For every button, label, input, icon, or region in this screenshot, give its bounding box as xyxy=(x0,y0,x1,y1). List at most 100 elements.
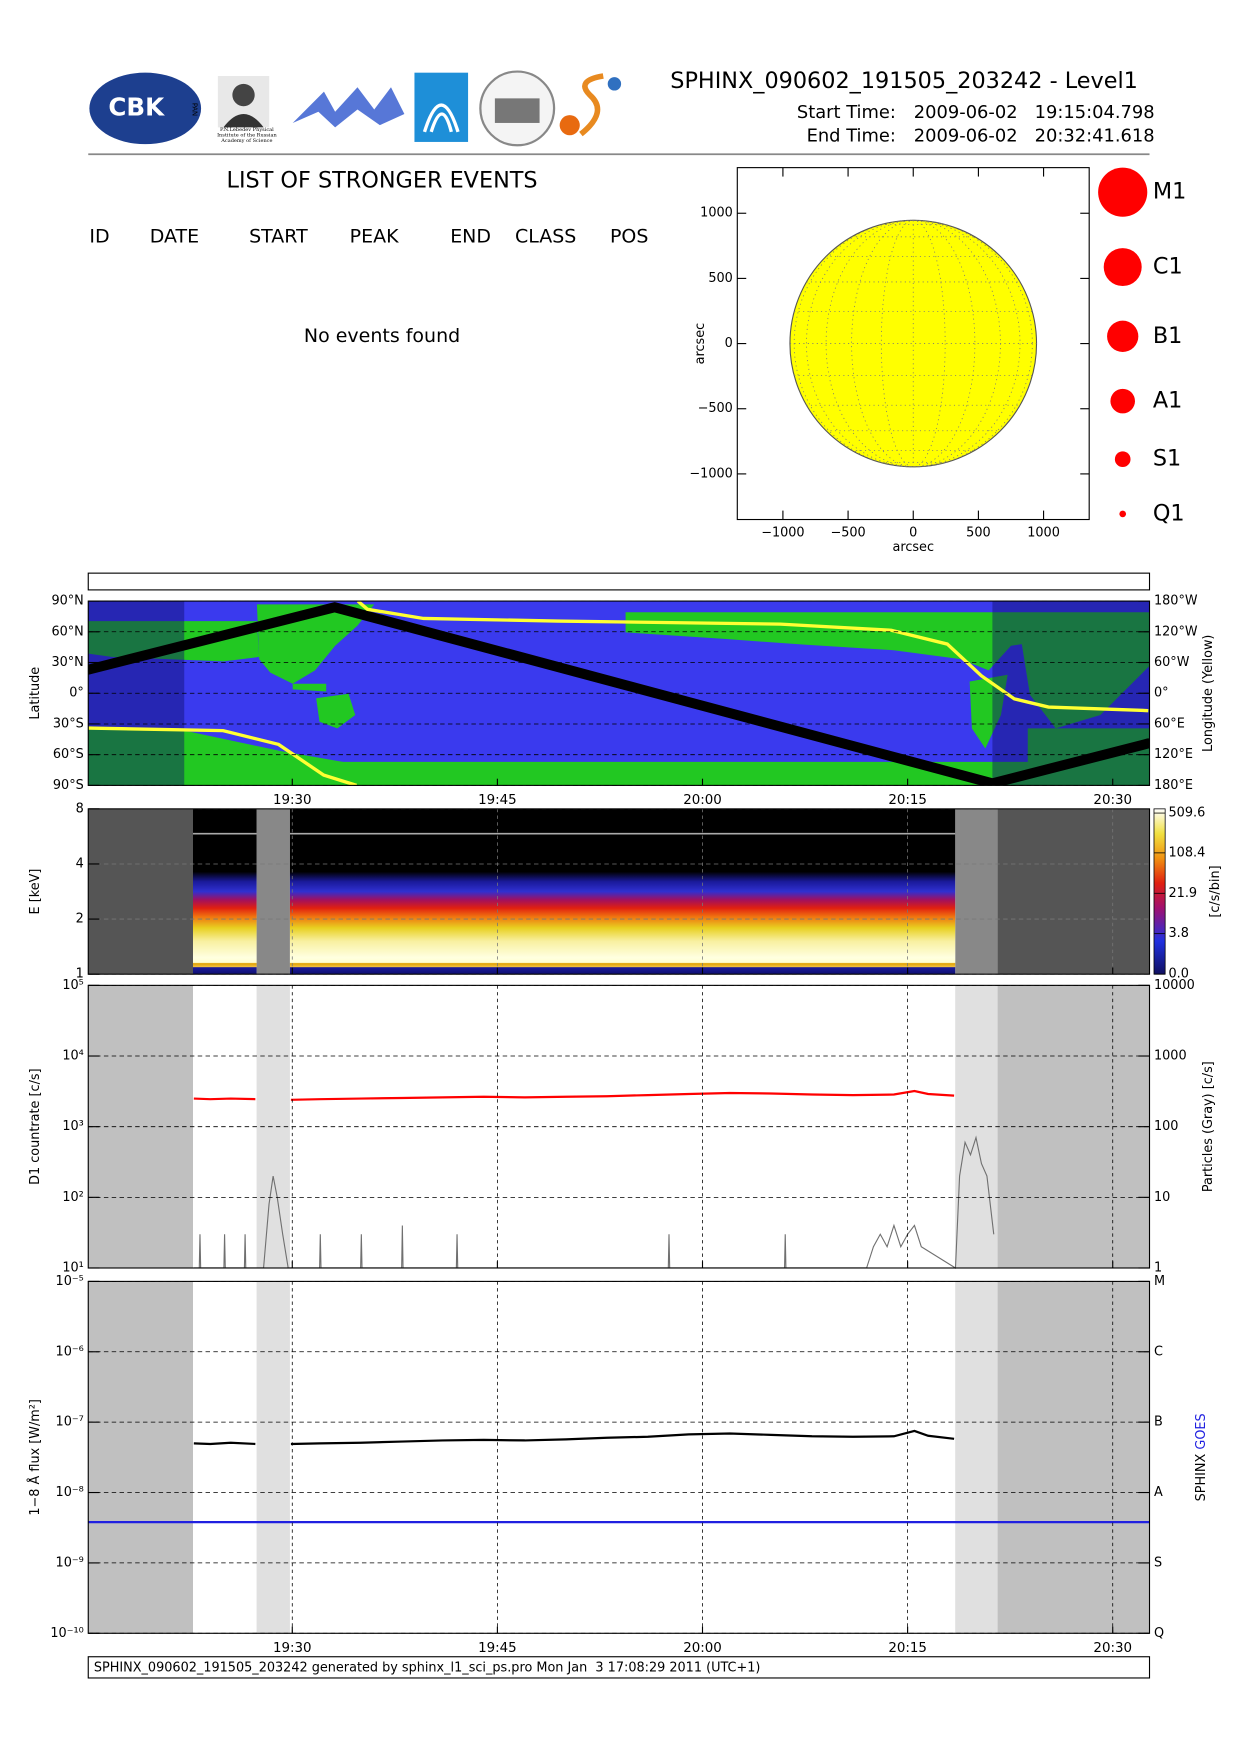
y-tick-label: 10³ xyxy=(62,1119,83,1134)
y-tick-label: 1 xyxy=(76,967,84,982)
footer-box xyxy=(87,1656,1151,1679)
y-tick-label: 10⁴ xyxy=(62,1049,83,1064)
sun-logo xyxy=(559,115,580,136)
shaded-interval xyxy=(256,808,290,975)
class-label: S1 xyxy=(1153,446,1181,472)
y2-tick-label: S xyxy=(1154,1555,1162,1570)
y-tick-label: 10⁵ xyxy=(62,978,83,993)
y-tick-label: 10⁻⁵ xyxy=(56,1274,84,1289)
mifi-logo xyxy=(292,87,405,128)
y-tick-label: 10⁻⁶ xyxy=(56,1344,84,1359)
y2-tick-label: 180°W xyxy=(1154,594,1198,609)
panel-frame xyxy=(87,1280,1151,1634)
y2-tick-label: 1 xyxy=(1154,1260,1162,1275)
x-tick-label: 500 xyxy=(966,525,991,540)
spectrogram-block xyxy=(192,808,257,975)
lebedev-caption-box: P.N.Lebedev Physical Institute of the Ru… xyxy=(217,127,277,145)
y-axis-label: Latitude xyxy=(28,667,43,720)
iki-logo xyxy=(414,72,469,142)
y-axis-label: arcsec xyxy=(693,323,708,365)
x-tick-label: 20:15 xyxy=(888,1641,927,1656)
y2-tick-label: 180°E xyxy=(1154,778,1193,793)
land-islands xyxy=(292,683,327,692)
shaded-interval xyxy=(256,1281,290,1634)
x-tick-label: 1000 xyxy=(1027,525,1060,540)
y2-tick-label: 100 xyxy=(1154,1119,1179,1134)
y-tick-label: 60°S xyxy=(53,747,84,762)
land-north-left xyxy=(88,621,260,662)
x-tick-label: 20:30 xyxy=(1093,1641,1132,1656)
shaded-interval xyxy=(997,808,1150,975)
colorbar-label: [c/s/bin] xyxy=(1208,865,1223,917)
y-tick-label: −1000 xyxy=(689,466,732,481)
y2-tick-label: 10000 xyxy=(1154,978,1195,993)
series-line xyxy=(88,602,1150,786)
y-axis-label: 1−8 Å flux [W/m²] xyxy=(27,1399,43,1516)
colorbar-tick-label: 509.6 xyxy=(1169,806,1206,821)
y-tick-label: 60°N xyxy=(51,624,83,639)
class-marker xyxy=(1110,388,1135,414)
land-antarctica xyxy=(88,761,1150,786)
series-line xyxy=(193,1089,955,1101)
y-tick-label: 10⁻¹⁰ xyxy=(50,1626,83,1641)
class-marker xyxy=(1114,451,1131,468)
start-label: Start Time: xyxy=(797,102,896,123)
class-legend: M1 C1 B1 A1 S1 Q1 xyxy=(1098,167,1186,526)
x-tick-label: 20:00 xyxy=(683,1641,722,1656)
panel-frame xyxy=(87,984,1151,1269)
footer: SPHINX_090602_191505_203242 generated by… xyxy=(94,1660,761,1675)
class-label: M1 xyxy=(1153,179,1186,205)
x-tick-label: 20:30 xyxy=(1093,793,1132,808)
y-tick-label: 0° xyxy=(69,686,84,701)
y-tick-label: 1000 xyxy=(700,206,733,221)
y-tick-label: 30°S xyxy=(53,716,84,731)
legend: SPHINX GOES xyxy=(1193,1413,1208,1501)
class-label: A1 xyxy=(1153,388,1182,414)
y-tick-label: 10¹ xyxy=(62,1260,83,1275)
shaded-interval xyxy=(955,808,998,975)
y2-axis-label: Longitude (Yellow) xyxy=(1201,635,1216,752)
y-tick-label: 4 xyxy=(76,856,84,871)
events-column: DATE xyxy=(150,225,199,247)
y2-tick-label: 120°W xyxy=(1154,624,1198,639)
colorbar-tick-label: 0.0 xyxy=(1169,967,1189,982)
y-tick-label: 10⁻⁷ xyxy=(56,1415,84,1430)
y-tick-label: 90°S xyxy=(53,778,84,793)
x-tick-label: 20:15 xyxy=(888,793,927,808)
y-tick-label: 0 xyxy=(725,336,733,351)
series-line xyxy=(193,1429,955,1446)
panel-frame xyxy=(87,600,1151,786)
logos: CBK PAN P.N.Lebedev Physical Institute o… xyxy=(89,70,622,147)
shaded-interval xyxy=(955,1281,998,1634)
report-title: SPHINX_090602_191505_203242 - Level1 xyxy=(670,68,1138,94)
shaded-interval xyxy=(997,1281,1150,1634)
land-australia xyxy=(316,693,356,729)
y-axis-label: E [keV] xyxy=(28,869,43,915)
y-tick-label: 2 xyxy=(76,912,84,927)
x-tick-label: 0 xyxy=(909,525,917,540)
y2-tick-label: 0° xyxy=(1154,686,1169,701)
y2-tick-label: B xyxy=(1154,1415,1163,1430)
shaded-interval xyxy=(88,808,193,975)
earth-logo xyxy=(607,77,622,91)
events-column: PEAK xyxy=(350,225,399,247)
land-north-america xyxy=(625,612,1150,671)
events-title: LIST OF STRONGER EVENTS xyxy=(227,168,538,194)
y-tick-label: 90°N xyxy=(51,594,83,609)
end-label: End Time: xyxy=(807,125,896,146)
x-tick-label: 19:45 xyxy=(478,793,517,808)
lebedev-body xyxy=(223,114,264,128)
x-tick-label: 19:30 xyxy=(273,1641,312,1656)
colorbar-tick-label: 3.8 xyxy=(1169,926,1189,941)
events-column: CLASS xyxy=(515,225,576,247)
y2-tick-label: Q xyxy=(1154,1626,1164,1641)
land-south-right xyxy=(1027,728,1150,769)
events-column: START xyxy=(249,225,308,247)
class-marker xyxy=(1098,167,1148,217)
lebedev-caption: P.N.Lebedev Physical Institute of the Ru… xyxy=(217,127,277,145)
cbk-logo xyxy=(89,72,202,145)
lebedev-head xyxy=(232,83,255,107)
start-value: 2009-06-02 19:15:04.798 xyxy=(914,102,1155,123)
